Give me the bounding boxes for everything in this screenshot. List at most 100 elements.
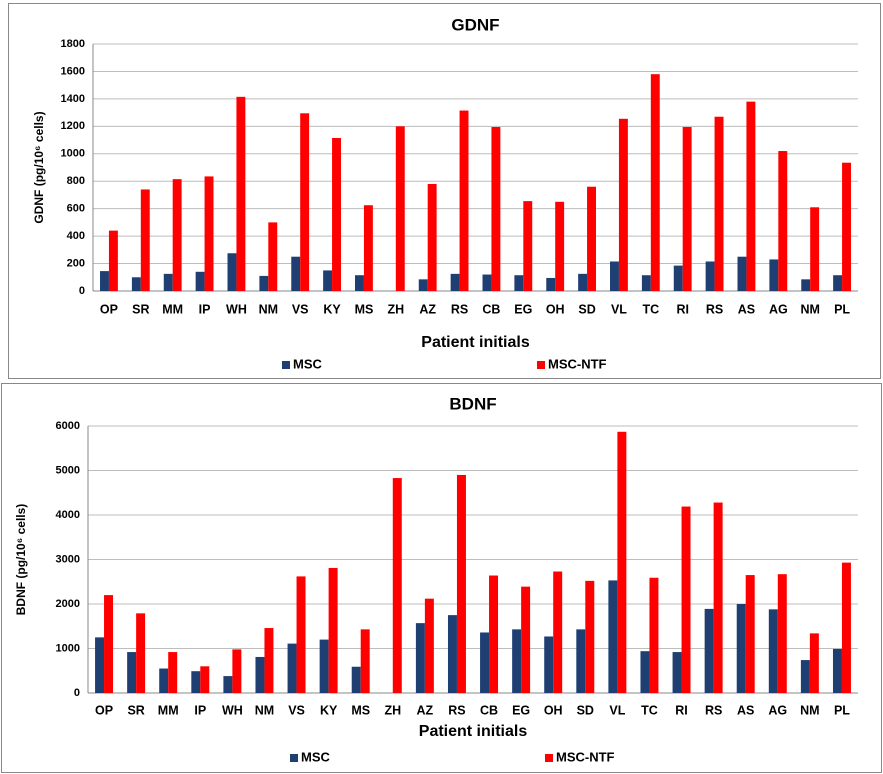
bar — [705, 261, 715, 291]
bar — [713, 502, 723, 693]
bar — [553, 571, 563, 693]
x-tick-label: SR — [127, 703, 144, 717]
bar — [140, 189, 150, 291]
bar — [363, 205, 373, 291]
x-tick-label: NM — [259, 302, 278, 316]
bar — [801, 279, 811, 291]
bar — [514, 275, 524, 291]
x-tick-label: OH — [544, 703, 563, 717]
x-tick-label: EG — [514, 302, 532, 316]
bar — [618, 118, 628, 292]
x-tick-label: RS — [706, 302, 723, 316]
bar — [360, 629, 370, 693]
x-tick-label: AZ — [419, 302, 436, 316]
bar — [332, 137, 341, 291]
bar — [418, 279, 428, 291]
bar — [163, 273, 173, 291]
x-tick-label: MS — [355, 302, 374, 316]
x-tick-label: AS — [738, 302, 755, 316]
bar — [768, 609, 778, 693]
chart-title: GDNF — [451, 15, 499, 34]
legend-swatch — [290, 754, 298, 762]
y-tick-label: 4000 — [56, 509, 80, 521]
x-tick-label: VS — [292, 302, 309, 316]
y-tick-label: 1000 — [61, 148, 85, 160]
bar — [355, 275, 364, 291]
bar — [521, 586, 531, 693]
bar — [447, 615, 457, 693]
bar — [424, 598, 434, 693]
bar — [100, 271, 109, 291]
bar — [704, 608, 714, 693]
bar — [491, 127, 501, 292]
bar — [585, 580, 595, 693]
legend-label: MSC-NTF — [548, 356, 607, 371]
x-tick-label: KY — [323, 302, 341, 316]
y-tick-label: 3000 — [56, 553, 80, 565]
x-axis-title: Patient initials — [421, 334, 530, 351]
x-tick-label: RS — [448, 703, 465, 717]
x-tick-label: VS — [288, 703, 305, 717]
bar — [223, 676, 233, 693]
bar — [200, 666, 210, 693]
bar — [714, 116, 724, 291]
bar — [608, 580, 618, 693]
bar — [809, 633, 819, 693]
x-tick-label: CB — [482, 302, 500, 316]
x-tick-label: MS — [351, 703, 370, 717]
bar — [555, 201, 565, 291]
bar — [672, 652, 682, 693]
bar — [287, 643, 297, 693]
x-tick-label: AS — [737, 703, 754, 717]
bar — [323, 270, 333, 291]
bar — [168, 652, 178, 693]
y-tick-label: 400 — [67, 230, 85, 242]
bar — [777, 574, 787, 693]
x-tick-label: SR — [132, 302, 149, 316]
bar — [617, 431, 627, 693]
x-tick-label: TC — [642, 302, 659, 316]
bar — [523, 201, 533, 291]
bar — [673, 265, 683, 291]
bar — [610, 261, 619, 291]
y-tick-label: 0 — [74, 687, 80, 699]
bar — [232, 649, 242, 693]
bar — [746, 101, 756, 291]
x-tick-label: WH — [222, 703, 243, 717]
bar — [136, 613, 146, 693]
bar — [264, 628, 274, 693]
x-tick-label: OH — [546, 302, 565, 316]
bar — [641, 275, 651, 291]
bar — [482, 274, 492, 291]
bar — [300, 113, 310, 291]
y-tick-label: 200 — [67, 257, 85, 269]
bar — [832, 648, 842, 693]
y-tick-label: 1600 — [61, 65, 85, 77]
bar — [392, 478, 402, 693]
bar — [841, 562, 851, 693]
bar — [131, 277, 141, 291]
legend-label: MSC — [293, 356, 323, 371]
bar — [127, 652, 137, 693]
y-tick-label: 0 — [79, 285, 85, 297]
bar — [259, 275, 269, 291]
bar — [578, 273, 588, 291]
bar — [769, 259, 779, 291]
x-tick-label: VL — [609, 703, 625, 717]
chart-title: BDNF — [449, 394, 496, 413]
bar — [328, 567, 338, 693]
bar — [456, 474, 466, 693]
x-tick-label: CB — [480, 703, 498, 717]
bar — [800, 660, 810, 693]
bar — [291, 256, 301, 291]
x-tick-label: AG — [768, 703, 787, 717]
bar — [649, 577, 659, 693]
x-tick-label: SD — [577, 703, 594, 717]
bar — [427, 183, 437, 291]
x-tick-label: SD — [578, 302, 595, 316]
y-tick-label: 6000 — [56, 420, 80, 432]
x-tick-label: VL — [611, 302, 627, 316]
x-tick-label: IP — [194, 703, 206, 717]
bar — [681, 506, 691, 693]
